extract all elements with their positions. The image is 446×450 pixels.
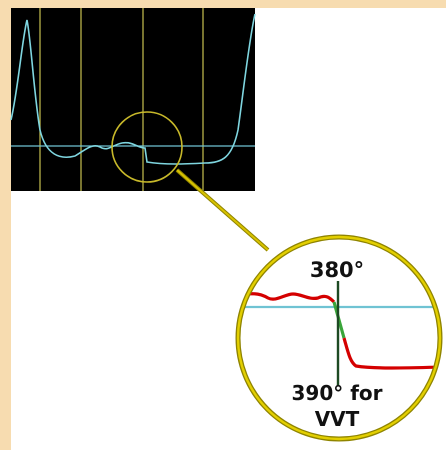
zoom-label-390-line2: VVT bbox=[315, 407, 360, 431]
scope-background bbox=[11, 8, 255, 191]
highlight-circle bbox=[111, 111, 183, 183]
zoom-label-380: 380° bbox=[310, 258, 364, 282]
zoom-lens: 380° 390° for VVT bbox=[235, 234, 443, 442]
zoom-trace-red bbox=[236, 292, 336, 304]
scope-screen bbox=[10, 8, 256, 191]
zoom-label-390-line1: 390° for bbox=[291, 381, 382, 405]
zoom-trace-red-falling bbox=[342, 337, 442, 370]
zoom-ring bbox=[236, 235, 442, 441]
zoom-connector-line-inner bbox=[176, 169, 269, 251]
scope-trace bbox=[10, 13, 256, 165]
